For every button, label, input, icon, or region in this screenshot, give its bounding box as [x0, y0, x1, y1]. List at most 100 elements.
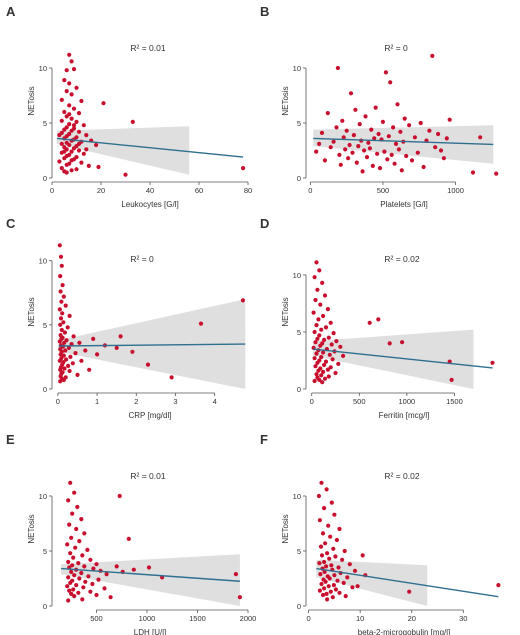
data-point-a-43: [71, 146, 77, 151]
data-point-e-30: [72, 573, 77, 578]
x-tick-label-a-40: 40: [146, 186, 154, 195]
data-point-e-0: [68, 480, 73, 485]
data-point-e-48: [94, 592, 99, 598]
data-point-f-50: [324, 591, 329, 597]
data-point-d-38: [330, 357, 335, 362]
data-point-f-40: [341, 580, 346, 586]
data-point-c-68: [240, 298, 245, 303]
x-axis-title-e: LDH [U/l]: [134, 628, 166, 635]
x-axis-c: 0 1 2 3 4: [56, 392, 217, 406]
data-point-e-16: [71, 555, 76, 560]
data-point-f-8: [337, 526, 342, 532]
x-tick-label-c-3: 3: [173, 397, 177, 406]
data-point-a-13: [71, 106, 77, 111]
data-point-b-56: [407, 123, 412, 128]
data-point-c-66: [169, 375, 174, 380]
data-point-b-43: [386, 134, 391, 139]
data-point-c-1: [58, 254, 64, 259]
data-point-e-24: [91, 566, 96, 571]
data-point-d-20: [315, 336, 320, 341]
data-point-a-58: [64, 162, 69, 167]
data-point-e-46: [76, 590, 81, 595]
data-point-c-10: [60, 311, 65, 316]
data-point-b-10: [338, 162, 343, 167]
panel-a: A 0 5 10 0 20 40 60 80 Leukocytes [G/l] NETosis R² …: [6, 4, 252, 209]
panel-label-e: E: [6, 432, 15, 447]
confidence-band-d: [313, 329, 474, 389]
data-point-b-41: [383, 70, 388, 75]
data-point-b-71: [470, 170, 476, 175]
data-point-b-17: [348, 91, 354, 96]
data-point-f-26: [336, 565, 341, 570]
data-point-e-50: [108, 595, 113, 600]
data-point-f-5: [332, 512, 337, 517]
y-tick-label-a-10: 10: [39, 64, 47, 73]
data-point-d-52: [319, 373, 324, 378]
x-tick-label-c-1: 1: [95, 397, 99, 406]
data-point-f-32: [318, 572, 323, 577]
data-point-a-10: [79, 98, 84, 104]
data-point-b-67: [438, 148, 444, 153]
data-point-e-31: [86, 574, 91, 579]
x-tick-label-e-500: 500: [90, 614, 103, 623]
data-point-d-42: [336, 361, 341, 366]
data-point-a-6: [74, 85, 79, 90]
x-axis-title-b: Platelets [G/l]: [380, 200, 428, 209]
data-point-b-27: [363, 114, 368, 119]
x-tick-label-c-2: 2: [134, 397, 138, 406]
x-tick-label-a-60: 60: [195, 186, 203, 195]
y-tick-label-a-0: 0: [43, 174, 47, 183]
data-point-f-9: [320, 531, 326, 536]
x-tick-label-a-0: 0: [50, 186, 54, 195]
data-point-d-25: [329, 342, 334, 347]
data-point-d-8: [325, 307, 330, 312]
data-point-e-17: [88, 557, 93, 562]
y-tick-label-c-5: 5: [43, 321, 47, 330]
data-point-a-11: [101, 101, 106, 106]
x-tick-label-f-0: 0: [306, 614, 310, 623]
x-tick-label-a-80: 80: [244, 186, 252, 195]
data-point-f-59: [496, 583, 501, 588]
data-point-e-28: [79, 570, 84, 576]
y-axis-c: 0 5 10: [39, 257, 53, 394]
x-axis-b: 0 500 1000: [308, 181, 464, 195]
data-point-c-54: [58, 379, 63, 384]
data-point-b-65: [433, 145, 438, 150]
data-point-b-3: [322, 158, 327, 163]
x-tick-label-f-30: 30: [459, 614, 467, 623]
data-point-a-4: [62, 78, 67, 83]
y-axis-title-a: NETosis: [27, 86, 36, 115]
data-point-d-23: [313, 340, 318, 345]
data-point-b-4: [325, 111, 330, 116]
y-tick-label-c-0: 0: [43, 385, 47, 394]
data-point-a-38: [59, 141, 64, 146]
data-point-c-37: [64, 357, 69, 362]
data-point-f-51: [320, 592, 326, 598]
data-point-b-31: [369, 127, 374, 132]
data-point-d-58: [320, 380, 325, 385]
data-point-f-43: [326, 584, 331, 589]
data-point-a-66: [123, 172, 128, 177]
data-point-f-42: [331, 583, 336, 588]
data-point-e-5: [79, 517, 84, 522]
data-point-b-61: [421, 164, 426, 170]
data-point-b-11: [340, 118, 345, 123]
data-point-c-65: [145, 362, 151, 367]
data-point-c-24: [62, 340, 67, 345]
data-point-c-56: [79, 358, 84, 363]
data-point-c-40: [70, 361, 75, 366]
data-point-c-23: [57, 339, 62, 344]
data-point-f-55: [360, 553, 365, 558]
data-point-a-21: [67, 122, 72, 127]
data-point-c-25: [69, 342, 74, 347]
data-point-d-59: [367, 320, 372, 325]
data-point-e-7: [74, 526, 79, 532]
data-point-d-60: [376, 317, 381, 322]
data-point-d-61: [387, 341, 392, 346]
y-tick-label-f-5: 5: [297, 547, 301, 556]
data-point-d-6: [313, 297, 318, 303]
data-point-e-54: [117, 493, 122, 499]
data-point-c-53: [61, 377, 66, 383]
data-point-b-13: [343, 147, 348, 152]
